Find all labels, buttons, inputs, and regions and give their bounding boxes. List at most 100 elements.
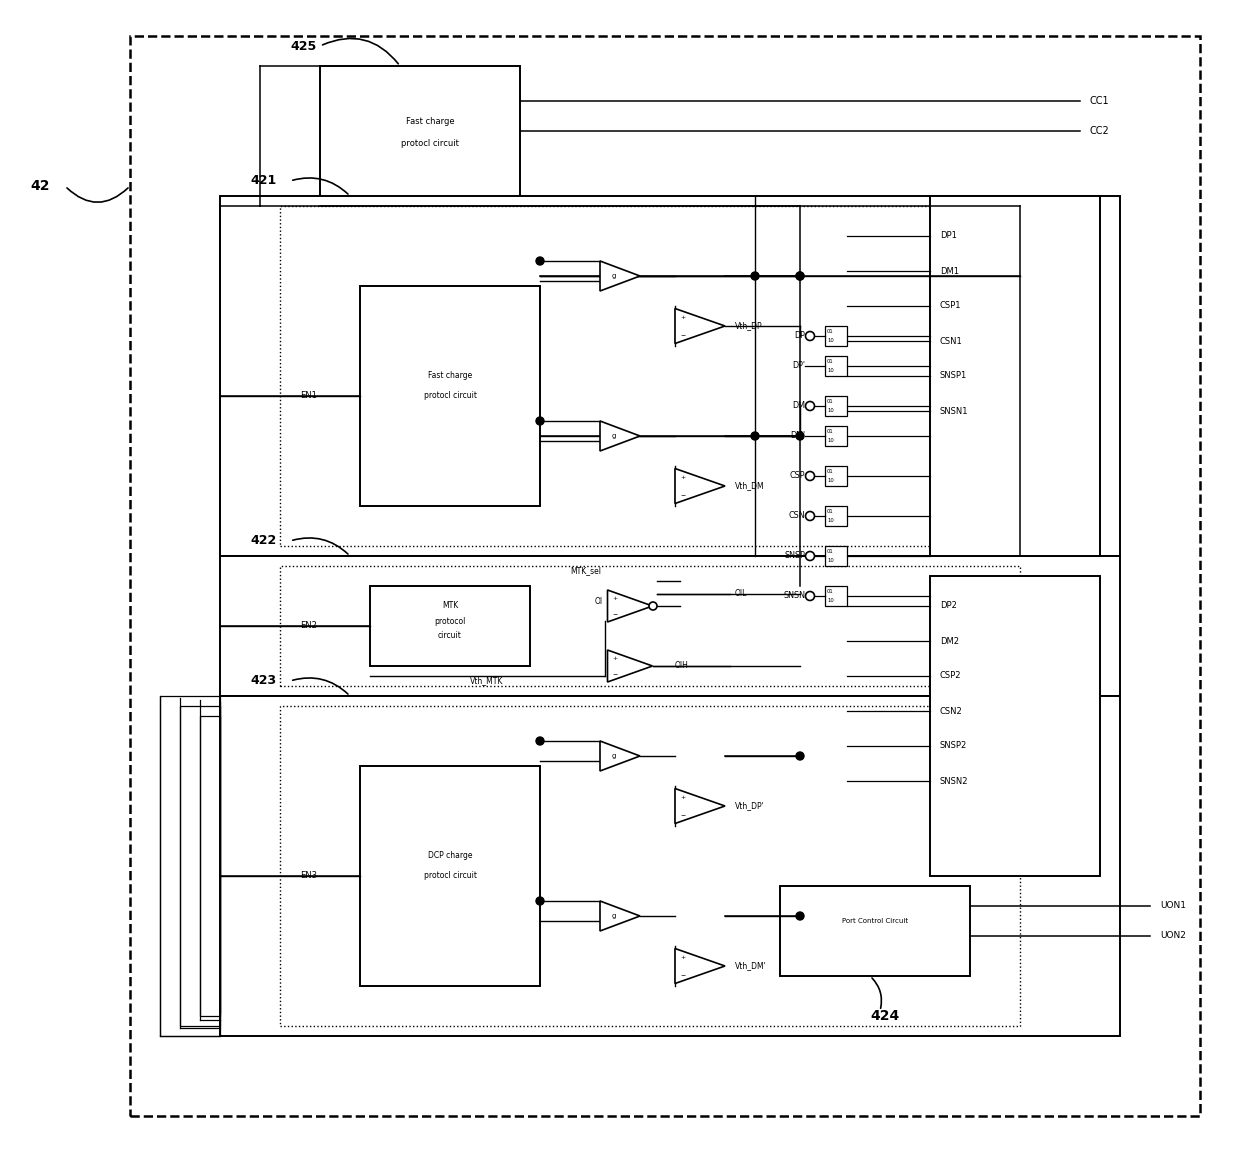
- Text: 425: 425: [290, 39, 316, 52]
- Text: g: g: [611, 434, 615, 439]
- Bar: [825, 356, 847, 376]
- Circle shape: [806, 511, 815, 520]
- Bar: [825, 466, 847, 486]
- Polygon shape: [600, 741, 640, 771]
- Text: 423: 423: [250, 674, 277, 688]
- Circle shape: [796, 272, 804, 280]
- Text: 01: 01: [827, 329, 833, 334]
- Circle shape: [536, 257, 544, 265]
- Bar: [280, 706, 1021, 1027]
- Text: CSN: CSN: [789, 511, 805, 520]
- Text: 01: 01: [827, 429, 833, 434]
- Bar: [180, 706, 219, 1027]
- Polygon shape: [608, 650, 652, 682]
- Circle shape: [806, 332, 815, 341]
- Text: CSN1: CSN1: [940, 336, 962, 346]
- Bar: [930, 576, 1100, 876]
- Text: g: g: [611, 273, 615, 279]
- Text: 01: 01: [827, 509, 833, 514]
- Text: −: −: [680, 332, 686, 338]
- Text: 10: 10: [827, 558, 833, 563]
- Text: UON1: UON1: [1159, 902, 1185, 911]
- Text: DP: DP: [794, 332, 805, 341]
- Text: +: +: [680, 795, 686, 800]
- Text: +: +: [680, 475, 686, 480]
- Text: 10: 10: [827, 368, 833, 373]
- Text: SNSN1: SNSN1: [940, 407, 968, 415]
- Bar: [320, 66, 520, 206]
- Circle shape: [806, 551, 815, 561]
- Circle shape: [806, 472, 815, 481]
- Circle shape: [796, 753, 804, 759]
- Text: Vth_DM': Vth_DM': [735, 962, 766, 971]
- Text: +: +: [613, 655, 618, 660]
- Bar: [280, 206, 1021, 546]
- Bar: [930, 197, 1100, 556]
- Polygon shape: [600, 901, 640, 931]
- Bar: [780, 885, 970, 976]
- Text: Fast charge: Fast charge: [405, 117, 454, 126]
- Text: DM': DM': [790, 431, 805, 440]
- Circle shape: [796, 432, 804, 440]
- Text: 10: 10: [827, 598, 833, 603]
- Text: EN3: EN3: [300, 872, 317, 881]
- Circle shape: [796, 272, 804, 280]
- Circle shape: [536, 417, 544, 425]
- Bar: [160, 696, 219, 1036]
- Text: DP1: DP1: [940, 231, 957, 240]
- Text: DM2: DM2: [940, 637, 959, 645]
- Text: MTK_sel: MTK_sel: [570, 566, 601, 576]
- Polygon shape: [608, 590, 652, 622]
- Circle shape: [649, 602, 657, 610]
- Text: Port Control Circuit: Port Control Circuit: [842, 918, 908, 924]
- Text: circuit: circuit: [438, 631, 463, 640]
- Bar: [825, 427, 847, 446]
- Text: +: +: [613, 595, 618, 600]
- Text: Vth_MTK: Vth_MTK: [470, 676, 503, 686]
- Text: DCP charge: DCP charge: [428, 852, 472, 860]
- Text: Fast charge: Fast charge: [428, 371, 472, 380]
- Bar: [219, 197, 1120, 556]
- Text: CC1: CC1: [1090, 96, 1110, 106]
- Circle shape: [806, 401, 815, 410]
- Text: protocl circuit: protocl circuit: [401, 140, 459, 148]
- Text: DP': DP': [792, 362, 805, 371]
- Text: SNSP2: SNSP2: [940, 741, 967, 750]
- Text: 01: 01: [827, 360, 833, 364]
- Bar: [825, 546, 847, 566]
- Text: CSP2: CSP2: [940, 672, 961, 681]
- Bar: [370, 586, 529, 666]
- Bar: [219, 696, 1120, 1036]
- Text: 422: 422: [250, 534, 277, 548]
- Text: OI: OI: [595, 596, 603, 606]
- Text: −: −: [680, 492, 686, 497]
- Text: OIH: OIH: [675, 661, 689, 670]
- Text: protocl circuit: protocl circuit: [424, 872, 476, 881]
- Text: protocol: protocol: [434, 616, 466, 625]
- Text: −: −: [680, 972, 686, 977]
- Circle shape: [536, 738, 544, 744]
- Text: SNSN: SNSN: [782, 592, 805, 600]
- Circle shape: [751, 272, 759, 280]
- Bar: [825, 326, 847, 346]
- Text: 01: 01: [827, 549, 833, 554]
- Bar: [280, 566, 1021, 686]
- Text: 01: 01: [827, 469, 833, 474]
- Text: OIL: OIL: [735, 590, 748, 599]
- Bar: [219, 556, 1120, 696]
- Polygon shape: [675, 788, 725, 823]
- Text: −: −: [613, 612, 618, 616]
- Text: MTK: MTK: [441, 601, 458, 610]
- Text: 10: 10: [827, 408, 833, 413]
- Polygon shape: [675, 468, 725, 504]
- Text: CSP: CSP: [790, 472, 805, 481]
- Text: protocl circuit: protocl circuit: [424, 392, 476, 400]
- Text: UON2: UON2: [1159, 932, 1185, 941]
- Polygon shape: [600, 261, 640, 291]
- Text: 10: 10: [827, 438, 833, 443]
- Bar: [360, 766, 539, 986]
- Circle shape: [806, 592, 815, 600]
- Text: 424: 424: [870, 1009, 899, 1023]
- Text: 10: 10: [827, 477, 833, 483]
- Text: EN1: EN1: [300, 392, 317, 400]
